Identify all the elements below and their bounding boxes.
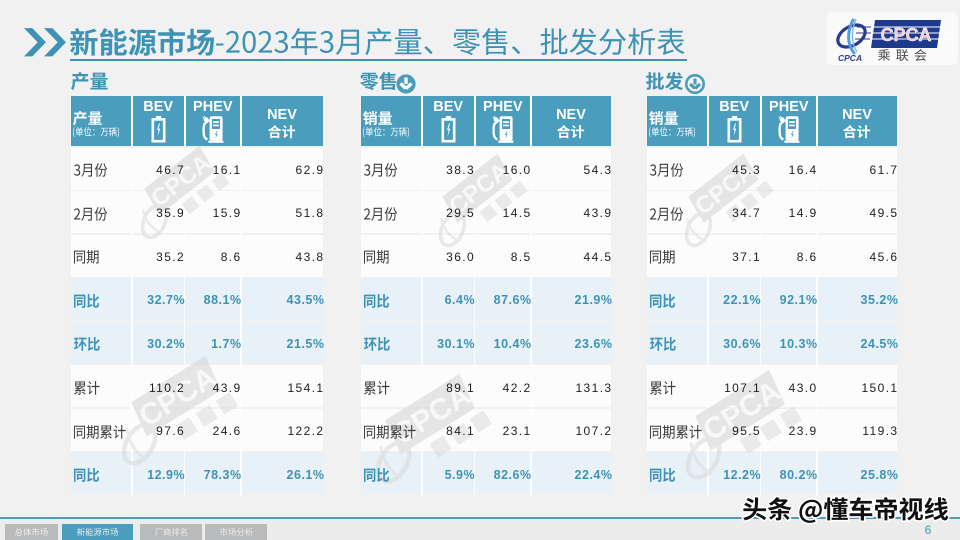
svg-text:CPCA: CPCA xyxy=(838,53,862,63)
svg-text:CPCA: CPCA xyxy=(880,25,931,45)
